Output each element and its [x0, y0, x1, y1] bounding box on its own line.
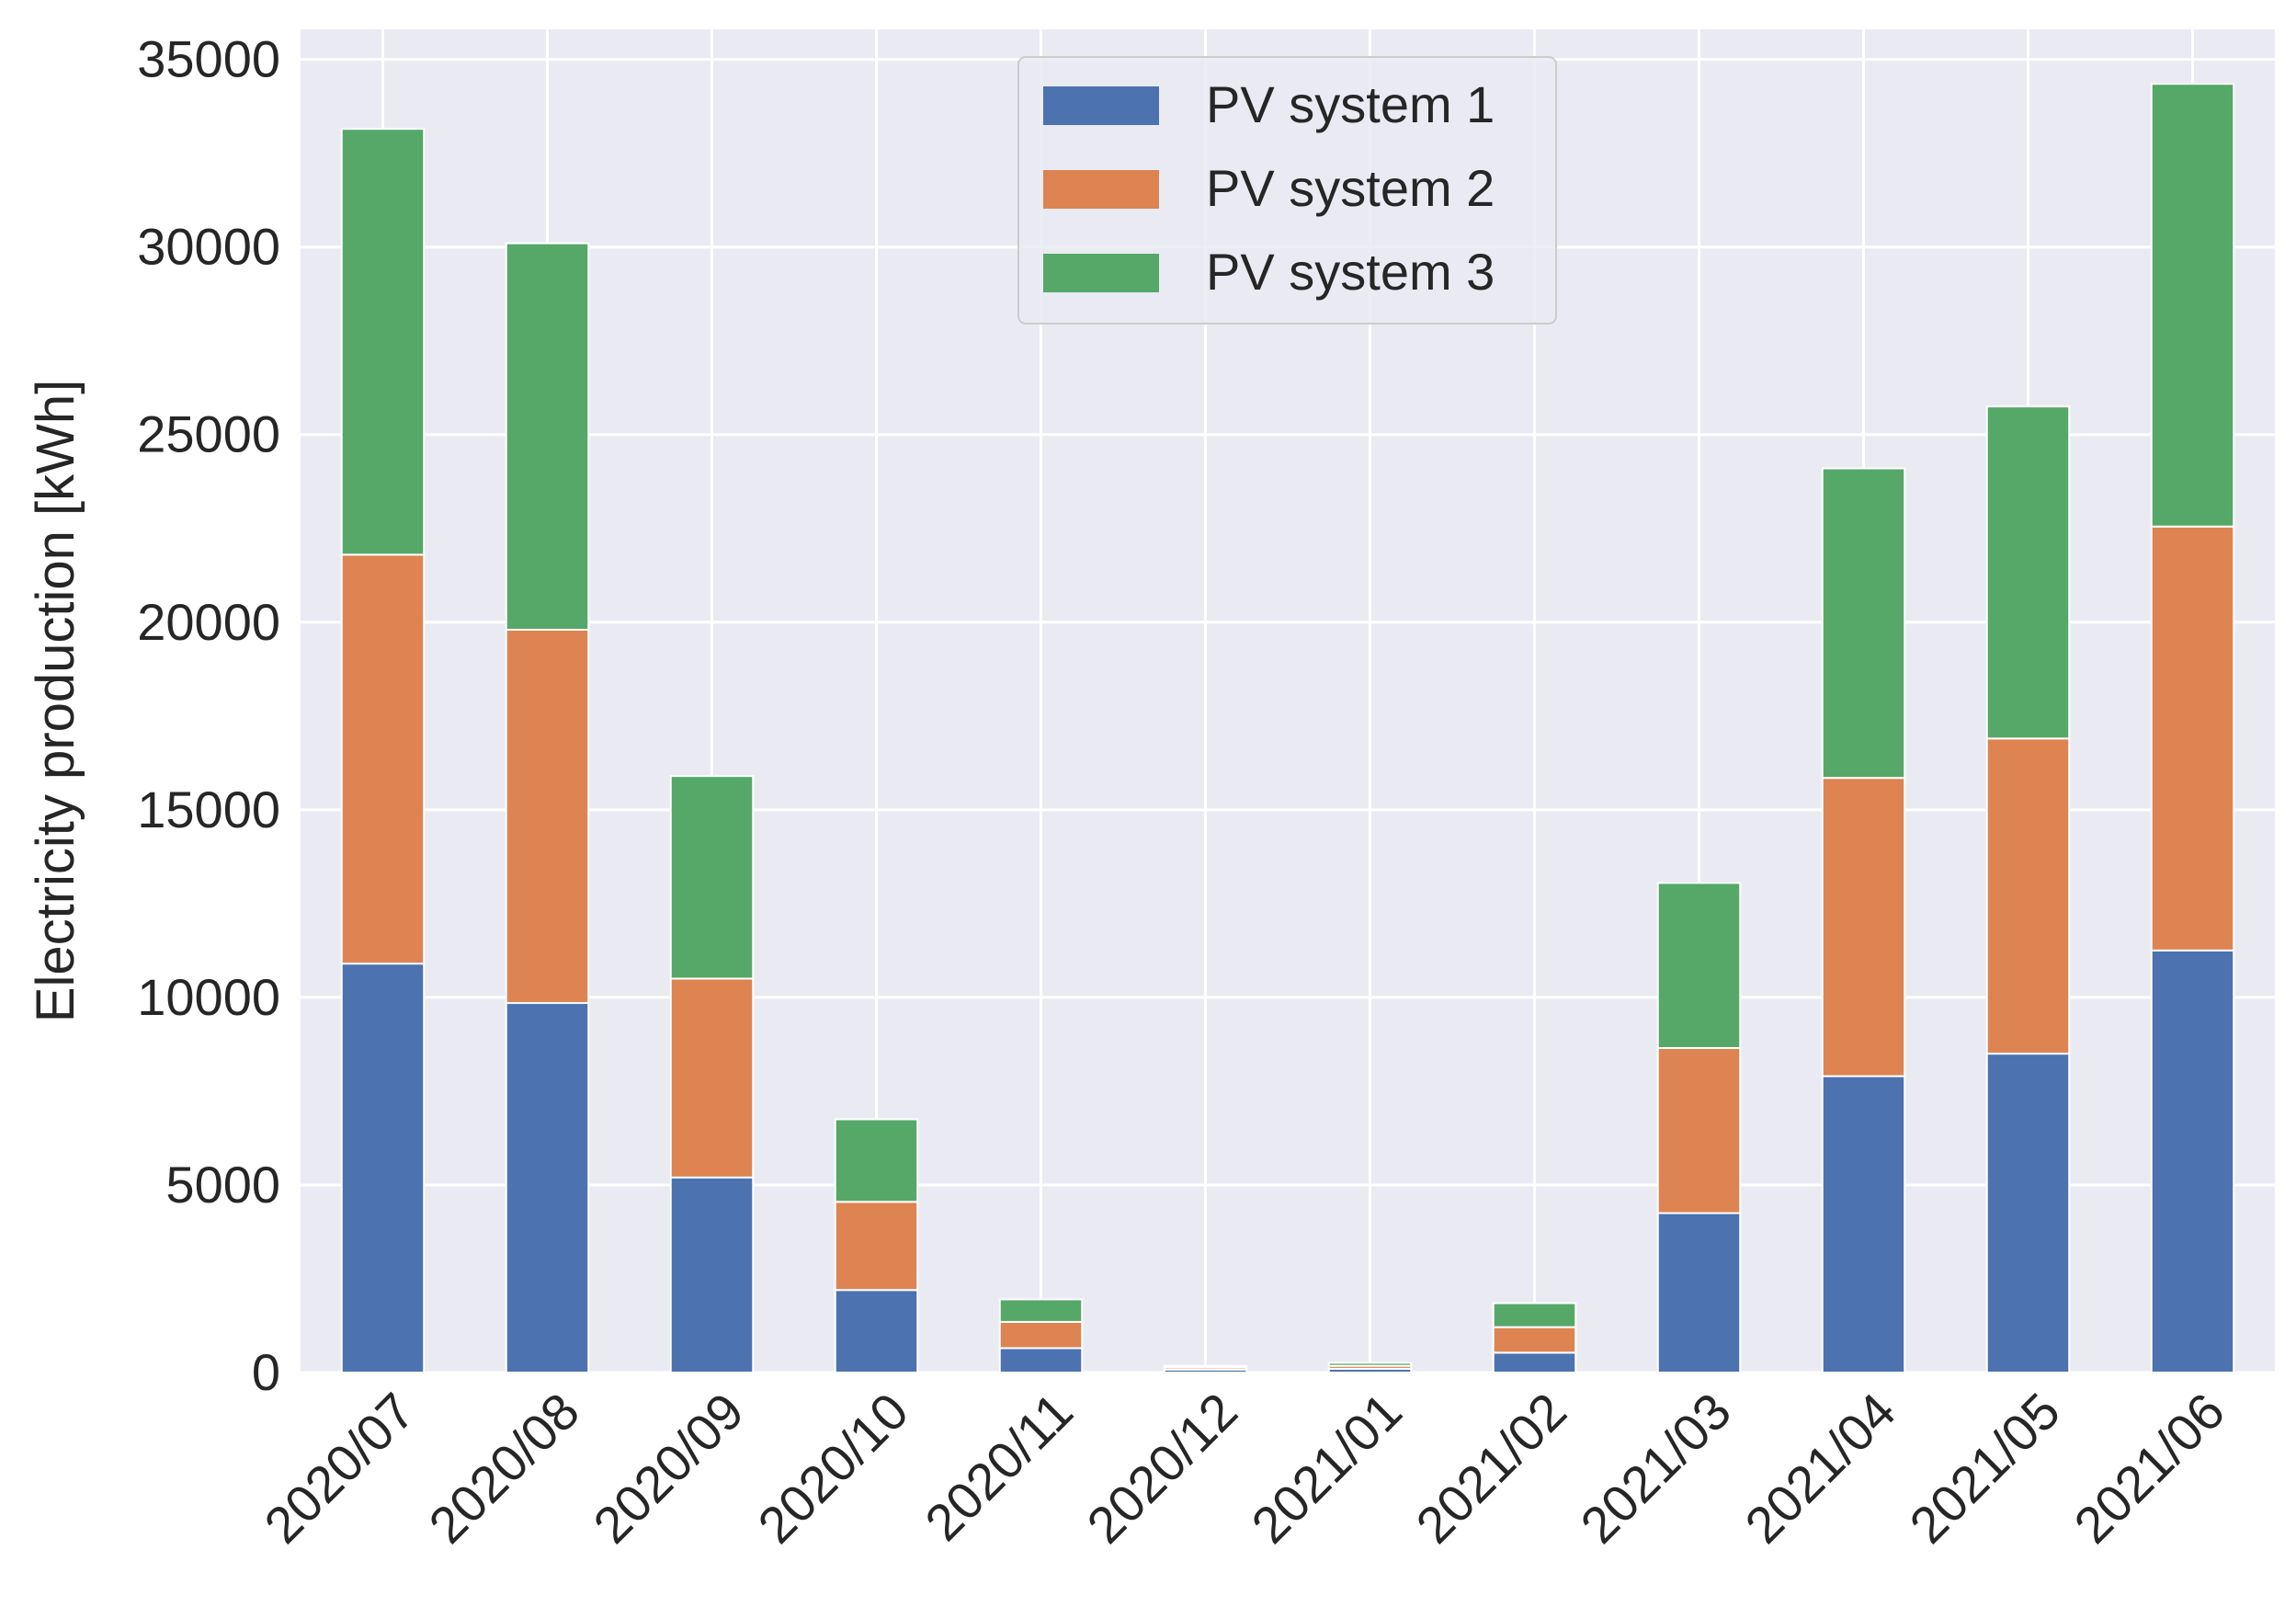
bar-pv-system-3-2021-02 — [1492, 1302, 1577, 1328]
legend-label-pv-system-1: PV system 1 — [1206, 75, 1495, 133]
bar-pv-system-1-2021-05 — [1985, 1053, 2071, 1373]
bar-pv-system-1-2020-11 — [998, 1347, 1084, 1374]
bar-pv-system-1-2021-06 — [2150, 949, 2235, 1373]
bar-pv-system-2-2020-08 — [505, 628, 590, 1005]
legend-swatch-pv-system-3 — [1043, 254, 1159, 292]
x-axis-ticks: 2020/072020/082020/092020/102020/112020/… — [253, 1382, 2235, 1555]
bar-pv-system-2-2020-09 — [669, 977, 755, 1179]
bar-pv-system-3-2020-10 — [834, 1118, 919, 1203]
bar-pv-system-2-2021-02 — [1492, 1326, 1577, 1354]
bar-pv-system-2-2020-07 — [340, 553, 426, 965]
x-tick-label: 2020/11 — [914, 1382, 1084, 1552]
bar-pv-system-1-2020-09 — [669, 1176, 755, 1374]
x-tick-label: 2020/09 — [582, 1382, 755, 1555]
bar-pv-system-3-2020-07 — [340, 128, 426, 556]
bar-pv-system-1-2020-07 — [340, 963, 426, 1374]
y-tick-label: 30000 — [137, 218, 280, 276]
x-tick-label: 2021/01 — [1240, 1382, 1413, 1555]
bar-pv-system-1-2021-02 — [1492, 1351, 1577, 1374]
legend: PV system 1 PV system 2 PV system 3 — [1017, 56, 1557, 325]
bar-pv-system-2-2020-10 — [834, 1201, 919, 1292]
y-axis-ticks: 0 5000 10000 15000 20000 25000 30000 35000 — [137, 30, 280, 1401]
x-tick-label: 2020/07 — [253, 1382, 426, 1555]
bar-pv-system-3-2021-04 — [1821, 467, 1906, 780]
x-tick-label: 2020/12 — [1075, 1382, 1248, 1555]
bar-pv-system-3-2020-12 — [1163, 1364, 1248, 1369]
bars — [340, 83, 2235, 1374]
y-tick-label: 25000 — [137, 405, 280, 463]
bar-pv-system-1-2021-04 — [1821, 1075, 1906, 1374]
bar-pv-system-3-2020-09 — [669, 775, 755, 980]
bar-pv-system-3-2021-03 — [1656, 882, 1742, 1049]
legend-swatch-pv-system-2 — [1043, 170, 1159, 209]
bar-pv-system-1-2020-10 — [834, 1289, 919, 1374]
bar-pv-system-3-2020-08 — [505, 242, 590, 631]
bar-pv-system-3-2021-06 — [2150, 83, 2235, 528]
bar-pv-system-3-2021-01 — [1327, 1362, 1413, 1367]
y-tick-label: 20000 — [137, 593, 280, 651]
y-tick-label: 10000 — [137, 968, 280, 1026]
bar-pv-system-2-2021-04 — [1821, 777, 1906, 1077]
legend-swatch-pv-system-1 — [1043, 86, 1159, 125]
y-tick-label: 15000 — [137, 781, 280, 838]
x-tick-label: 2021/06 — [2063, 1382, 2235, 1555]
bar-pv-system-2-2021-03 — [1656, 1046, 1742, 1214]
legend-label-pv-system-2: PV system 2 — [1206, 159, 1495, 217]
x-tick-label: 2021/02 — [1404, 1382, 1577, 1555]
y-axis-label: Electricity production [kWh] — [26, 380, 85, 1022]
bar-pv-system-1-2020-08 — [505, 1002, 590, 1374]
x-tick-label: 2021/03 — [1569, 1382, 1742, 1555]
x-tick-label: 2021/04 — [1733, 1382, 1906, 1555]
bar-pv-system-2-2021-06 — [2150, 525, 2235, 951]
x-tick-label: 2020/10 — [746, 1382, 919, 1555]
y-tick-label: 35000 — [137, 30, 280, 88]
bar-pv-system-2-2020-11 — [998, 1320, 1084, 1350]
bar-pv-system-1-2021-03 — [1656, 1212, 1742, 1373]
bar-pv-system-3-2021-05 — [1985, 405, 2071, 740]
bar-pv-system-3-2020-11 — [998, 1298, 1084, 1323]
legend-label-pv-system-3: PV system 3 — [1206, 243, 1495, 301]
x-tick-label: 2020/08 — [417, 1382, 590, 1555]
y-tick-label: 0 — [252, 1343, 280, 1401]
x-tick-label: 2021/05 — [1898, 1382, 2071, 1555]
y-tick-label: 5000 — [165, 1156, 280, 1214]
bar-pv-system-2-2021-05 — [1985, 737, 2071, 1055]
